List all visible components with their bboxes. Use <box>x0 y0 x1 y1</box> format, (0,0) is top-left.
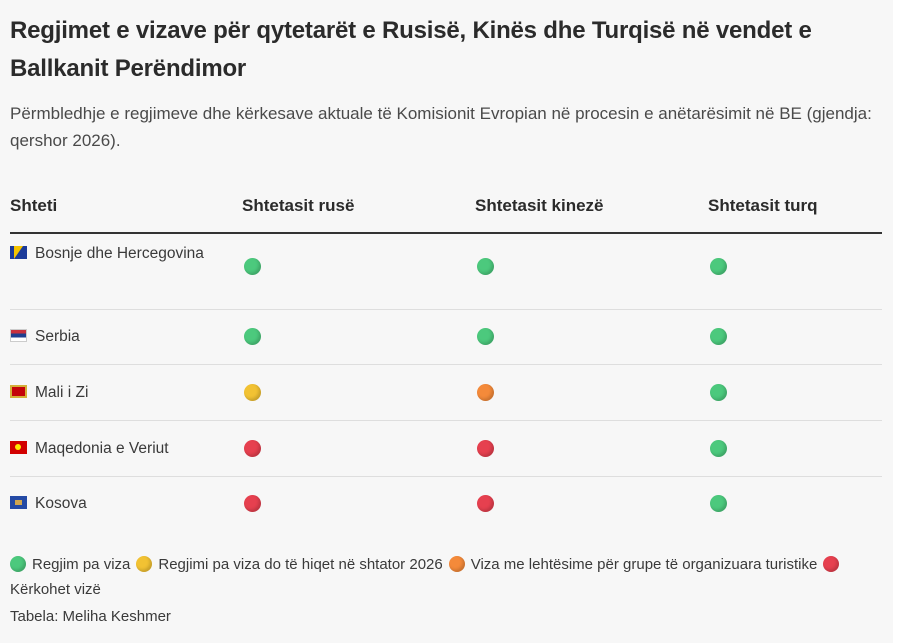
legend-item: Regjim pa viza <box>10 556 130 573</box>
north-macedonia-flag-icon <box>10 441 27 454</box>
country-name: Serbia <box>35 328 80 345</box>
legend-item: Kërkohet vizë <box>10 556 845 598</box>
table-body: Bosnje dhe Hercegovina Serbia Mali i Zi Maq… <box>10 234 882 531</box>
header-chinese: Shtetasit kinezë <box>475 196 604 215</box>
table-row: Serbia <box>10 310 882 365</box>
legend-dot-orange <box>448 556 465 572</box>
country-cell: Serbia <box>10 326 210 348</box>
table-row: Maqedonia e Veriut <box>10 421 882 477</box>
table-header: Shteti Shtetasit rusë Shtetasit kinezë S… <box>10 188 882 234</box>
visa-table: Shteti Shtetasit rusë Shtetasit kinezë S… <box>10 188 882 531</box>
country-name: Maqedonia e Veriut <box>35 440 169 457</box>
legend-label: Regjim pa viza <box>32 556 131 573</box>
status-dot-green <box>244 258 261 275</box>
bosnia-flag-icon <box>10 246 27 259</box>
serbia-flag-icon <box>10 329 27 342</box>
status-dot-green <box>710 440 727 457</box>
header-russian: Shtetasit rusë <box>242 196 355 215</box>
table-row: Bosnje dhe Hercegovina <box>10 234 882 310</box>
status-dot-orange <box>477 384 494 401</box>
status-dot-red <box>244 495 261 512</box>
status-dot-green <box>710 384 727 401</box>
status-dot-green <box>244 328 261 345</box>
kosovo-flag-icon <box>10 496 27 509</box>
legend-label: Kërkohet vizë <box>10 581 101 598</box>
status-dot-green <box>477 328 494 345</box>
legend-item: Viza me lehtësime për grupe të organizua… <box>448 556 818 573</box>
country-cell: Maqedonia e Veriut <box>10 438 210 460</box>
chart-title: Regjimet e vizave për qytetarët e Rusisë… <box>10 17 812 82</box>
legend-item: Regjimi pa viza do të hiqet në shtator 2… <box>136 556 443 573</box>
header-turkish: Shtetasit turq <box>708 196 818 215</box>
country-cell: Mali i Zi <box>10 382 210 404</box>
country-cell: Bosnje dhe Hercegovina <box>10 243 210 265</box>
page-margin <box>893 0 900 643</box>
status-dot-green <box>710 328 727 345</box>
status-dot-green <box>477 258 494 275</box>
header-country: Shteti <box>10 196 58 215</box>
status-dot-red <box>477 440 494 457</box>
legend-label: Viza me lehtësime për grupe të organizua… <box>470 556 818 573</box>
table-row: Mali i Zi <box>10 365 882 421</box>
country-name: Kosova <box>35 495 87 512</box>
country-name: Bosnje dhe Hercegovina <box>35 245 204 262</box>
status-dot-red <box>477 495 494 512</box>
table-row: Kosova <box>10 477 882 531</box>
country-cell: Kosova <box>10 493 210 515</box>
legend-dot-yellow <box>136 556 153 572</box>
status-dot-green <box>710 495 727 512</box>
legend-label: Regjimi pa viza do të hiqet në shtator 2… <box>158 556 443 573</box>
montenegro-flag-icon <box>10 385 27 398</box>
status-dot-green <box>710 258 727 275</box>
status-dot-red <box>244 440 261 457</box>
country-name: Mali i Zi <box>35 384 89 401</box>
status-dot-yellow <box>244 384 261 401</box>
legend-dot-red <box>823 556 840 572</box>
legend: Regjim pa viza Regjimi pa viza do të hiqe… <box>10 552 870 602</box>
chart-subtitle: Përmbledhje e regjimeve dhe kërkesave ak… <box>10 104 872 150</box>
source-note: Tabela: Meliha Keshmer <box>10 608 171 625</box>
legend-dot-green <box>10 556 26 572</box>
